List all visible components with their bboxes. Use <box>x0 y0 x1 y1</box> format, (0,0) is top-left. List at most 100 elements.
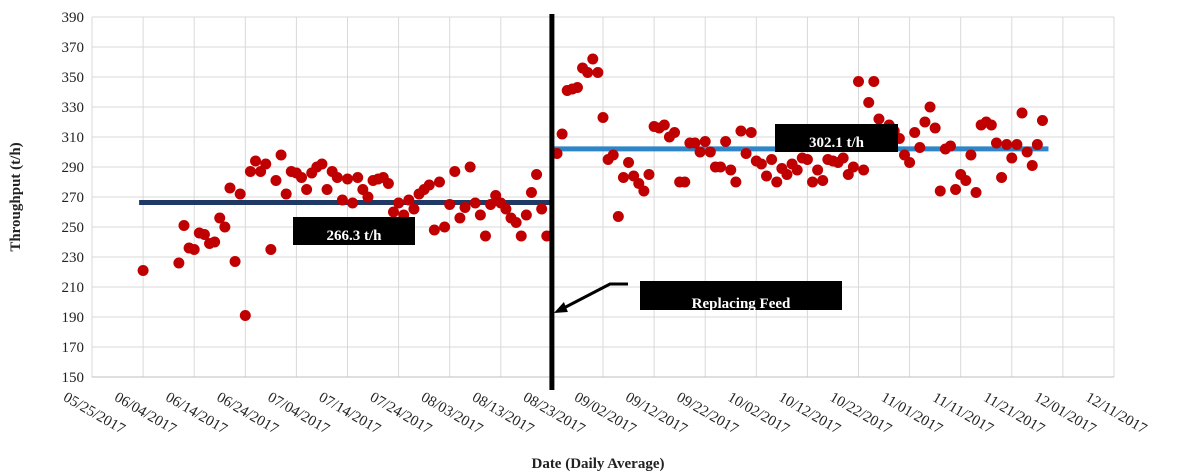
y-tick-label: 270 <box>62 190 85 206</box>
data-point <box>638 185 650 197</box>
data-point <box>296 172 308 183</box>
data-point <box>868 76 880 87</box>
data-point <box>1016 107 1028 119</box>
data-point <box>934 185 946 197</box>
data-point <box>387 206 399 218</box>
label-box <box>293 217 415 245</box>
data-point <box>587 53 599 65</box>
data-point <box>1001 139 1013 150</box>
data-point <box>745 127 757 138</box>
data-point <box>433 176 445 188</box>
data-point <box>515 230 527 242</box>
data-point <box>715 161 727 173</box>
data-point <box>265 244 277 255</box>
data-point <box>817 175 829 186</box>
arrow-head <box>553 302 568 313</box>
data-point <box>219 221 231 233</box>
data-point <box>807 176 819 188</box>
data-point <box>791 164 803 176</box>
data-point <box>403 194 415 206</box>
data-point <box>1036 115 1048 126</box>
data-point <box>449 166 461 177</box>
data-point <box>485 199 497 210</box>
data-point <box>270 175 282 186</box>
data-point <box>970 187 982 198</box>
data-point <box>689 137 701 149</box>
data-point <box>408 203 420 215</box>
data-point <box>612 211 624 222</box>
data-point <box>393 197 405 209</box>
data-point <box>188 244 200 255</box>
data-point <box>853 76 864 87</box>
data-point <box>929 122 941 134</box>
y-tick-label: 370 <box>62 40 85 56</box>
data-point <box>771 176 783 188</box>
data-point <box>137 265 149 276</box>
data-point <box>454 212 466 224</box>
data-point <box>500 203 512 215</box>
callout-arrow <box>561 282 628 311</box>
data-point <box>582 67 594 78</box>
data-point <box>996 172 1008 183</box>
data-point <box>735 125 747 137</box>
data-point <box>960 175 972 186</box>
label-box <box>640 281 842 310</box>
data-point <box>234 188 246 200</box>
data-point <box>761 170 773 182</box>
data-point <box>347 197 359 209</box>
data-point <box>520 209 532 221</box>
data-point <box>858 164 870 176</box>
y-tick-label: 170 <box>62 340 85 356</box>
data-point <box>469 197 481 209</box>
data-point <box>321 184 333 195</box>
data-point <box>531 169 543 180</box>
x-axis-title: Date (Daily Average) <box>531 456 664 472</box>
data-point <box>423 179 435 191</box>
data-point <box>909 127 921 138</box>
y-tick-label: 250 <box>62 220 85 236</box>
data-point <box>178 220 190 231</box>
mean-label: 266.3 t/h <box>326 228 382 244</box>
y-tick-label: 190 <box>62 310 85 326</box>
data-point <box>725 164 737 176</box>
data-point <box>669 127 681 138</box>
y-tick-label: 230 <box>62 250 85 266</box>
data-point <box>694 146 706 158</box>
data-point <box>1026 160 1038 171</box>
data-point <box>623 157 635 168</box>
data-point <box>428 224 440 236</box>
data-point <box>536 203 548 215</box>
data-point <box>837 152 849 164</box>
data-point <box>643 169 655 180</box>
data-point <box>950 184 962 195</box>
data-point <box>352 172 364 183</box>
data-point <box>525 187 537 198</box>
data-point <box>679 176 691 188</box>
data-point <box>275 149 287 161</box>
data-point <box>658 119 670 131</box>
y-tick-label: 210 <box>62 280 85 296</box>
data-point <box>965 149 977 161</box>
data-point <box>260 158 272 170</box>
data-point <box>244 166 256 177</box>
data-point <box>720 136 732 147</box>
data-point <box>607 149 619 161</box>
data-point <box>730 176 742 188</box>
data-point <box>474 209 486 221</box>
data-point <box>919 116 931 128</box>
data-point <box>336 194 348 206</box>
data-point <box>597 112 609 123</box>
data-point <box>209 236 221 248</box>
data-point <box>904 157 916 168</box>
data-point <box>863 97 875 108</box>
data-point <box>617 172 629 183</box>
data-point <box>510 217 522 228</box>
data-point <box>1031 139 1043 150</box>
data-point <box>801 154 813 165</box>
data-point <box>740 148 752 159</box>
data-point <box>873 113 885 125</box>
data-point <box>439 221 451 233</box>
data-point <box>556 128 568 140</box>
data-point <box>704 146 716 158</box>
data-point <box>1006 152 1018 164</box>
